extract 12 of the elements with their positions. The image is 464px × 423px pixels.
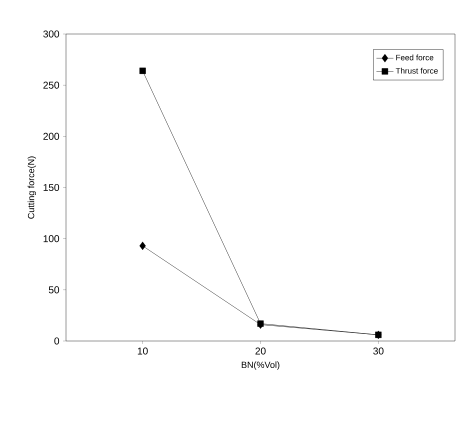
y-tick-label: 50 — [48, 286, 60, 294]
y-tick-label: 300 — [43, 30, 60, 38]
y-tick-label: 200 — [43, 132, 60, 140]
y-axis-title: Cutting force(N) — [28, 156, 36, 219]
y-tick-label: 0 — [54, 337, 60, 345]
x-tick-label: 20 — [255, 348, 266, 355]
x-tick-label: 10 — [138, 348, 148, 355]
x-tick-label: 30 — [373, 348, 384, 355]
y-tick-label: 150 — [44, 184, 60, 192]
y-tick-label: 100 — [44, 235, 60, 242]
x-axis-title: BN(%Vol) — [242, 361, 280, 370]
y-tick-label: 250 — [43, 82, 60, 89]
